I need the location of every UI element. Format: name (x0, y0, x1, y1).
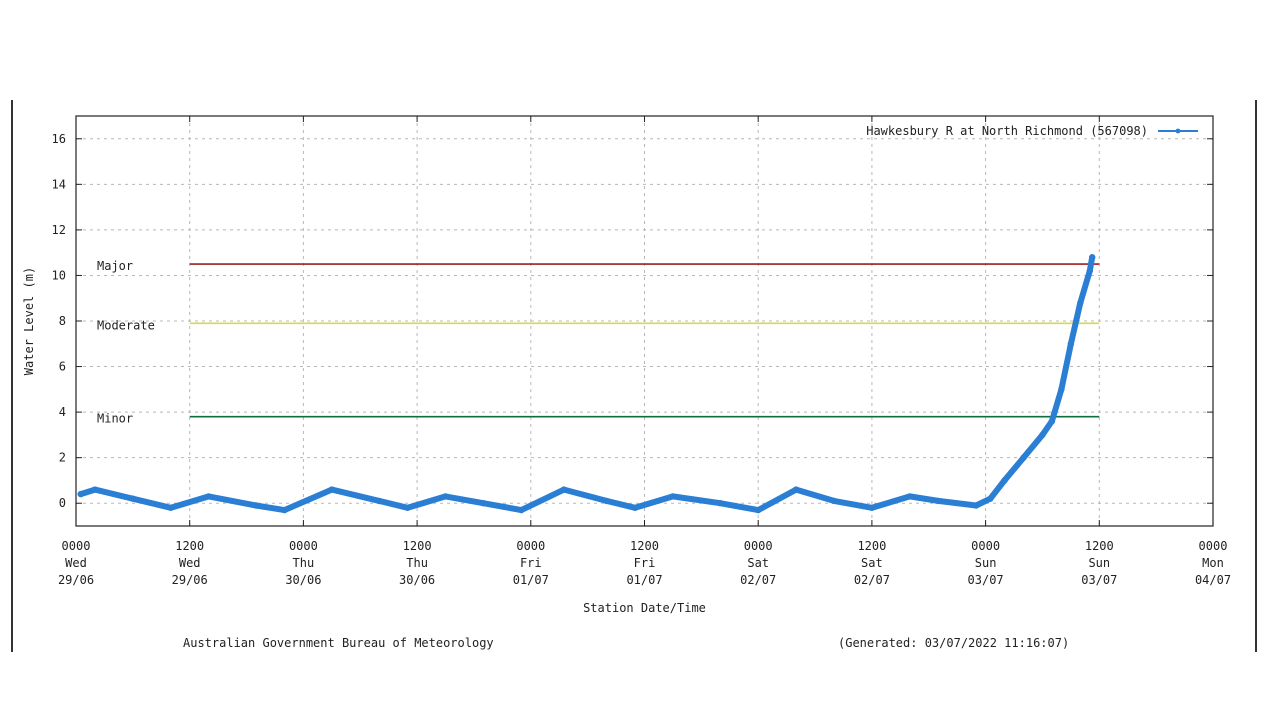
x-tick-label: 1200 (630, 539, 659, 553)
x-tick-label: 29/06 (172, 573, 208, 587)
series-point (518, 506, 525, 514)
series-point (77, 490, 84, 498)
x-tick-label: 1200 (175, 539, 204, 553)
x-tick-label: Sun (975, 556, 997, 570)
x-axis-ticks: 0000 Wed 29/06 1200 Wed 29/06 0000 Thu 30/06 1200… (58, 116, 1231, 587)
series-point (252, 502, 260, 509)
flood-thresholds: Major Moderate Minor (97, 259, 1100, 426)
x-tick-label: 0000 (971, 539, 1000, 553)
series-point (91, 486, 99, 493)
y-axis-label: Water Level (m) (22, 267, 36, 375)
y-tick-label: 6 (59, 360, 66, 374)
x-tick-label: Sat (861, 556, 883, 570)
y-axis-ticks: 0 2 4 6 8 10 12 14 16 (52, 132, 1213, 510)
series-point (205, 493, 212, 500)
legend-entry-label: Hawkesbury R at North Richmond (567098) (866, 124, 1148, 138)
x-tick-label: Mon (1202, 556, 1224, 570)
series-point (1020, 454, 1027, 461)
x-tick-label: Thu (293, 556, 315, 570)
legend: Hawkesbury R at North Richmond (567098) (866, 124, 1198, 138)
series-point (442, 493, 449, 500)
threshold-label-minor: Minor (97, 412, 133, 426)
series-layer (77, 254, 1096, 514)
x-tick-label: Wed (65, 556, 87, 570)
series-point (1001, 477, 1008, 484)
threshold-label-moderate: Moderate (97, 318, 155, 332)
series-line (77, 254, 1096, 514)
x-tick-label: 29/06 (58, 573, 94, 587)
y-tick-label: 0 (59, 496, 66, 510)
x-tick-label: 0000 (516, 539, 545, 553)
x-tick-label: 1200 (1085, 539, 1114, 553)
x-tick-label: 04/07 (1195, 573, 1231, 587)
series-point (906, 493, 913, 500)
y-tick-label: 2 (59, 451, 66, 465)
x-axis-label: Station Date/Time (583, 601, 706, 615)
x-tick-label: Sat (747, 556, 769, 570)
threshold-label-major: Major (97, 259, 133, 273)
series-point (281, 506, 288, 514)
x-tick-label: Sun (1088, 556, 1110, 570)
series-point (560, 486, 568, 493)
x-tick-label: 03/07 (1081, 573, 1117, 587)
series-point (1088, 254, 1096, 261)
series-point (830, 497, 838, 505)
series-point (376, 497, 383, 505)
credit-text: Australian Government Bureau of Meteorol… (183, 636, 494, 650)
x-tick-label: 0000 (62, 539, 91, 553)
series-point (717, 500, 724, 507)
y-tick-label: 4 (59, 405, 66, 419)
generated-timestamp: (Generated: 03/07/2022 11:16:07) (838, 636, 1070, 650)
legend-marker-swatch (1175, 128, 1181, 134)
left-border (11, 100, 13, 652)
x-tick-label: 02/07 (854, 573, 890, 587)
series-point (1086, 267, 1094, 275)
x-tick-label: 01/07 (513, 573, 549, 587)
series-point (868, 504, 876, 511)
series-point (935, 497, 942, 505)
series-point (328, 486, 336, 493)
series-point (167, 504, 174, 511)
y-tick-label: 16 (52, 132, 66, 146)
x-tick-label: 0000 (744, 539, 773, 553)
grid (76, 116, 1213, 526)
series-point (1067, 340, 1075, 347)
x-tick-label: Fri (520, 556, 542, 570)
x-tick-label: 30/06 (285, 573, 321, 587)
series-point (669, 493, 677, 500)
y-tick-label: 14 (52, 177, 66, 191)
x-tick-label: 02/07 (740, 573, 776, 587)
series-point (987, 495, 994, 502)
y-tick-label: 12 (52, 223, 66, 237)
x-tick-label: 03/07 (968, 573, 1004, 587)
x-tick-label: 1200 (857, 539, 886, 553)
y-tick-label: 8 (59, 314, 66, 328)
x-tick-label: 30/06 (399, 573, 435, 587)
series-point (631, 504, 639, 511)
x-tick-label: Wed (179, 556, 201, 570)
series-point (480, 500, 487, 507)
x-tick-label: Fri (634, 556, 656, 570)
y-tick-label: 10 (52, 268, 66, 282)
right-border (1255, 100, 1257, 652)
series-point (792, 486, 800, 493)
series-point (972, 502, 980, 509)
x-tick-label: 01/07 (626, 573, 662, 587)
series-point (1048, 418, 1056, 425)
x-tick-label: 0000 (1199, 539, 1228, 553)
series-point (1058, 386, 1065, 393)
x-tick-label: Thu (406, 556, 428, 570)
series-point (1077, 299, 1084, 306)
series-point (404, 504, 411, 511)
series-point (129, 495, 137, 502)
x-tick-label: 0000 (289, 539, 318, 553)
x-tick-label: 1200 (403, 539, 432, 553)
series-point (603, 497, 610, 505)
series-point (1039, 431, 1046, 439)
series-point (755, 506, 762, 514)
